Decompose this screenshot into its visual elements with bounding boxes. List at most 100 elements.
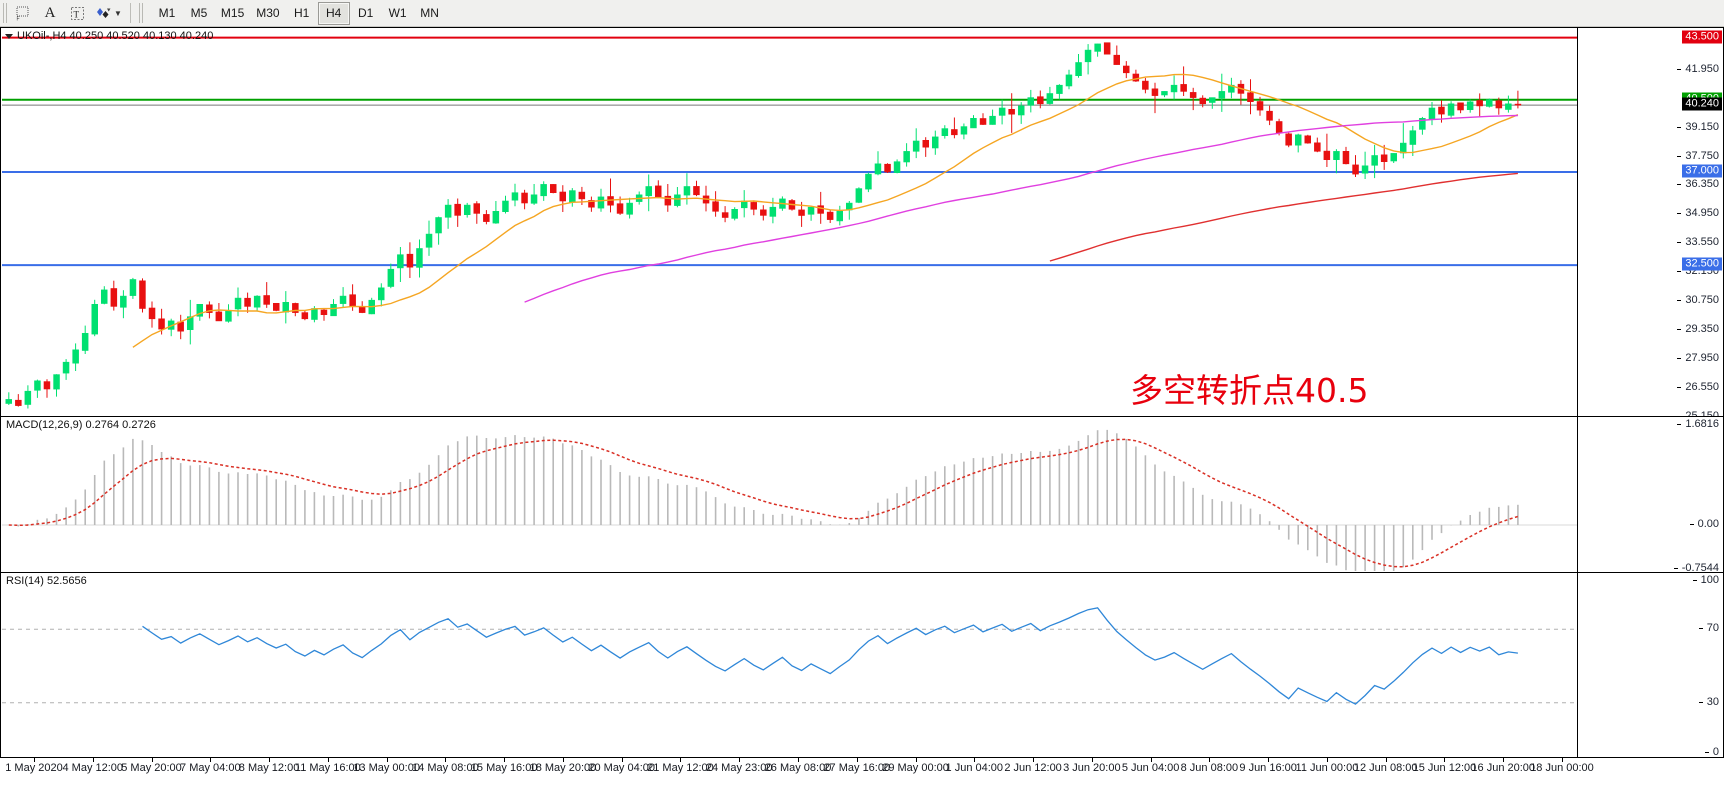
macd-plot[interactable] — [2, 418, 1577, 571]
timeframe-m15[interactable]: M15 — [220, 6, 245, 20]
time-tick — [915, 757, 917, 762]
time-tick — [34, 757, 35, 762]
time-tick — [386, 757, 388, 762]
price-label-last-price[interactable]: 40.240 — [1682, 97, 1722, 111]
toolbar-divider — [129, 3, 131, 23]
price-tick: 33.550 — [1677, 236, 1719, 249]
rsi-axis[interactable]: 100 70 30 0 — [1577, 573, 1723, 758]
price-tick: 36.350 — [1677, 178, 1719, 191]
time-label: 9 Jun 16:00 — [1239, 762, 1297, 774]
time-label: 12 Jun 08:00 — [1353, 762, 1418, 774]
time-label: 8 Jun 08:00 — [1180, 762, 1239, 774]
time-tick — [798, 757, 799, 762]
rsi-tick: 70 — [1698, 622, 1719, 635]
timeframe-grip[interactable] — [138, 3, 145, 23]
time-label: 18 May 20:00 — [529, 762, 597, 774]
time-tick — [445, 757, 447, 762]
time-tick — [151, 757, 153, 762]
price-tick: 26.550 — [1677, 381, 1719, 394]
time-tick — [1503, 757, 1505, 762]
time-label: 27 May 16:00 — [823, 762, 891, 774]
timeframe-m30[interactable]: M30 — [256, 6, 280, 20]
time-tick — [1326, 757, 1328, 762]
time-label: 2 Jun 12:00 — [1004, 762, 1062, 774]
time-label: 5 May 20:00 — [121, 762, 182, 774]
time-tick — [680, 757, 682, 762]
time-label: 18 Jun 00:00 — [1530, 762, 1594, 774]
time-label: 3 Jun 20:00 — [1063, 762, 1121, 774]
time-tick — [739, 757, 741, 762]
price-tick: 41.950 — [1677, 62, 1719, 75]
symbol-header-text: UKOil-,H4 40.250 40.520 40.130 40.240 — [17, 30, 214, 42]
time-label: 15 Jun 12:00 — [1412, 762, 1477, 774]
time-tick — [1209, 757, 1211, 762]
time-tick — [974, 757, 976, 762]
timeframe-w1[interactable]: W1 — [388, 6, 407, 20]
chevron-down-icon[interactable]: ▼ — [114, 8, 122, 18]
timeframe-mn[interactable]: MN — [420, 6, 439, 20]
timeframe-d1[interactable]: D1 — [357, 6, 374, 20]
triangle-down-icon[interactable] — [5, 33, 13, 39]
crosshair-grid-icon[interactable]: F — [10, 1, 36, 25]
timeframe-h1[interactable]: H1 — [293, 6, 310, 20]
timeframe-group: M1 M5 M15 M30 H1 H4 D1 W1 MN — [151, 1, 446, 25]
macd-tick: 1.6816 — [1677, 418, 1719, 430]
price-pane[interactable]: UKOil-,H4 40.250 40.520 40.130 40.240 41… — [0, 27, 1724, 422]
time-tick — [1150, 757, 1152, 762]
time-tick — [1385, 757, 1387, 762]
macd-pane[interactable]: MACD(12,26,9) 0.2764 0.2726 1.6816 0.00 -0… — [0, 416, 1724, 574]
chart-area[interactable]: UKOil-,H4 40.250 40.520 40.130 40.240 41… — [0, 27, 1724, 792]
time-tick — [1268, 757, 1270, 762]
time-tick — [562, 757, 564, 762]
time-label: 16 Jun 20:00 — [1471, 762, 1536, 774]
time-tick — [1562, 757, 1563, 762]
time-axis[interactable]: 1 May 2020 4 May 12:00 5 May 20:00 7 May 04… — [0, 757, 1724, 792]
rsi-tick: 30 — [1698, 695, 1719, 708]
time-tick — [269, 757, 271, 762]
rsi-header: RSI(14) 52.5656 — [6, 575, 87, 587]
time-label: 1 May 2020 — [5, 762, 63, 774]
time-label: 8 May 12:00 — [238, 762, 300, 774]
time-label: 15 May 16:00 — [470, 762, 538, 774]
main-toolbar: F A T ▼ M1 M5 M15 M30 H1 H4 D1 W1 MN — [0, 0, 1724, 27]
price-tick: 27.950 — [1677, 352, 1719, 365]
time-label: 24 May 23:00 — [705, 762, 773, 774]
time-tick — [856, 757, 858, 762]
timeframe-h4[interactable]: H4 — [317, 1, 350, 25]
price-label-resistance[interactable]: 43.500 — [1682, 30, 1722, 44]
time-label: 20 May 04:00 — [588, 762, 656, 774]
price-tick: 29.350 — [1677, 323, 1719, 336]
toolbar-grip[interactable] — [3, 3, 9, 23]
macd-tick: -0.7544 — [1673, 562, 1719, 574]
macd-tick: 0.00 — [1689, 517, 1719, 530]
time-tick — [1444, 757, 1446, 762]
time-label: 4 May 12:00 — [62, 762, 124, 774]
price-label-support[interactable]: 37.000 — [1682, 164, 1722, 178]
price-axis[interactable]: 41.950 39.150 37.750 36.350 34.950 33.550 32.1… — [1577, 28, 1723, 422]
time-tick — [621, 757, 623, 762]
symbol-header: UKOil-,H4 40.250 40.520 40.130 40.240 — [5, 30, 213, 42]
rsi-tick: 100 — [1692, 574, 1719, 586]
price-label-support[interactable]: 32.500 — [1682, 257, 1722, 271]
svg-text:F: F — [16, 16, 19, 21]
rsi-pane[interactable]: RSI(14) 52.5656 100 70 30 0 — [0, 572, 1724, 758]
text-box-icon[interactable]: T — [64, 1, 90, 25]
time-tick — [92, 757, 94, 762]
objects-icon[interactable] — [91, 1, 117, 25]
time-label: 11 Jun 00:00 — [1295, 762, 1359, 774]
price-tick: 30.750 — [1677, 294, 1719, 307]
rsi-plot[interactable] — [2, 574, 1577, 756]
time-tick — [1091, 757, 1093, 762]
time-tick — [210, 757, 212, 762]
timeframe-m5[interactable]: M5 — [190, 6, 208, 20]
timeframe-m1[interactable]: M1 — [158, 6, 176, 20]
time-tick — [327, 757, 329, 762]
chart-annotation: 多空转折点40.5 — [1130, 371, 1369, 410]
time-label: 7 May 04:00 — [180, 762, 241, 774]
macd-axis[interactable]: 1.6816 0.00 -0.7544 — [1577, 417, 1723, 574]
time-label: 13 May 00:00 — [353, 762, 420, 774]
price-plot[interactable] — [2, 29, 1577, 415]
text-label-icon[interactable]: A — [44, 4, 56, 21]
price-tick: 39.150 — [1677, 120, 1719, 133]
time-tick — [1033, 757, 1035, 762]
